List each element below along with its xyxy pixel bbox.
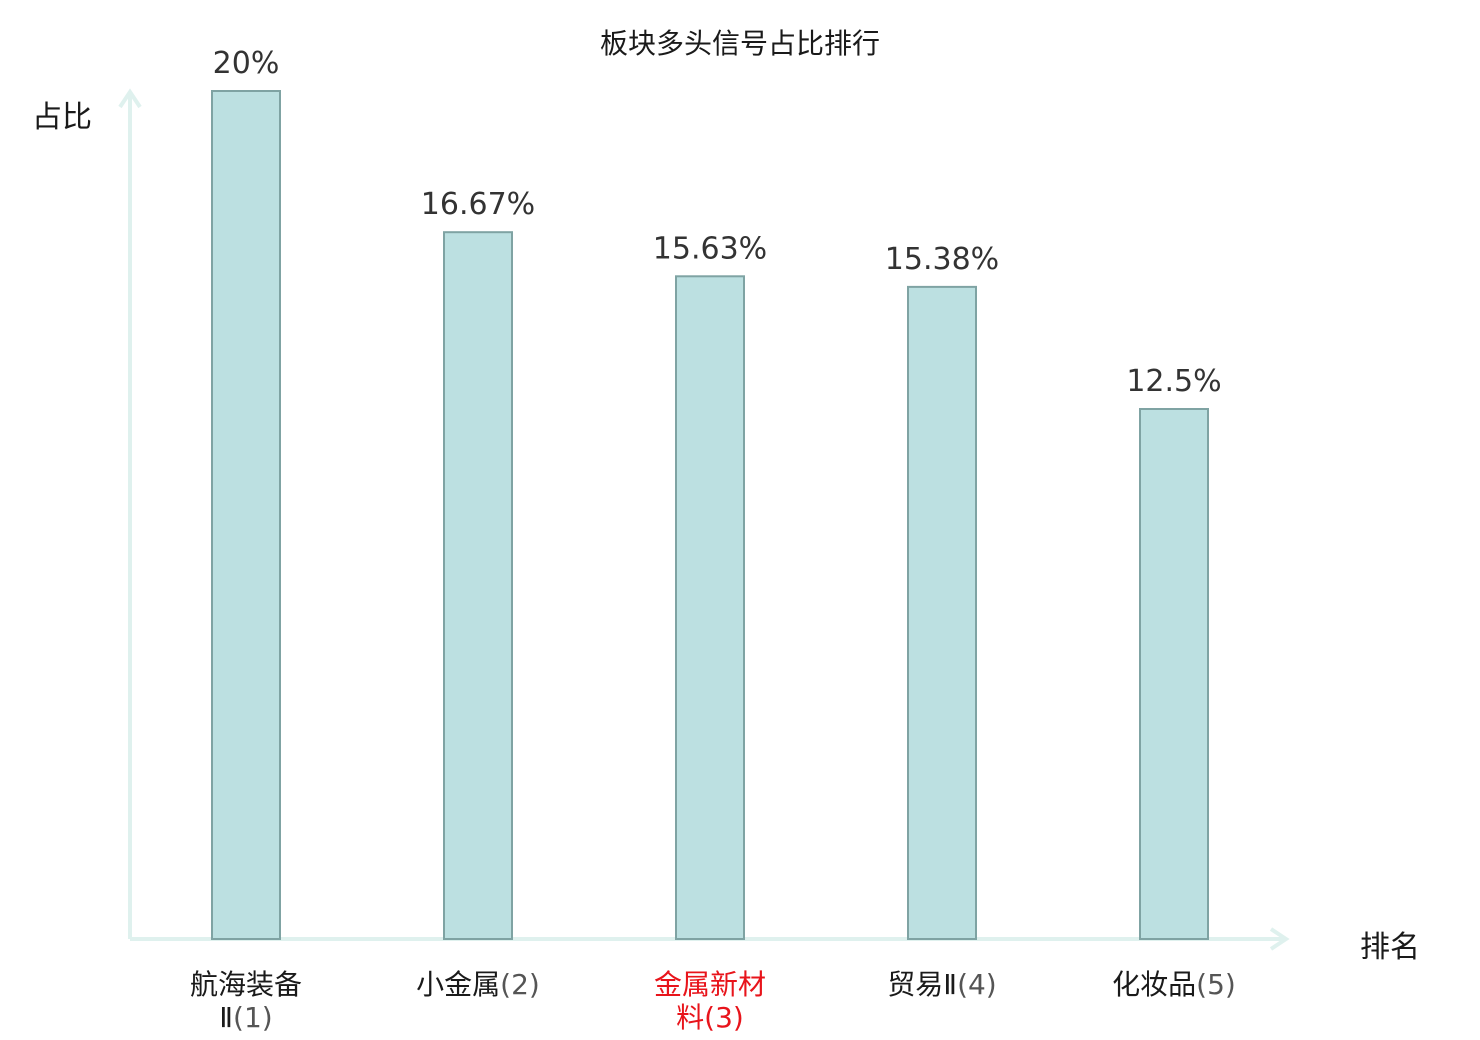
bar-value-label: 15.38%	[885, 242, 999, 277]
y-axis-arrow	[118, 88, 142, 109]
bar	[1139, 408, 1209, 940]
x-tick-label: 金属新材	[654, 968, 766, 1001]
x-axis-label: 排名	[1360, 930, 1420, 965]
x-tick-label: 料(3)	[676, 1001, 744, 1034]
x-tick-label: Ⅱ(1)	[219, 1001, 272, 1034]
x-tick-label: 小金属(2)	[416, 968, 540, 1001]
bar	[675, 275, 745, 940]
y-axis-label: 占比	[32, 100, 92, 135]
x-tick-label: 化妆品(5)	[1112, 968, 1236, 1001]
bar	[907, 285, 977, 940]
bar	[211, 90, 281, 940]
bar-value-label: 20%	[213, 46, 280, 81]
x-axis-arrow	[1269, 927, 1290, 951]
x-tick-label: 贸易Ⅱ(4)	[887, 968, 996, 1001]
x-tick-label: 航海装备	[190, 968, 302, 1001]
chart-title: 板块多头信号占比排行	[599, 27, 880, 60]
bar-value-label: 12.5%	[1126, 364, 1221, 399]
bar-value-label: 15.63%	[653, 231, 767, 266]
bar-value-label: 16.67%	[421, 187, 535, 222]
bar	[443, 231, 513, 940]
